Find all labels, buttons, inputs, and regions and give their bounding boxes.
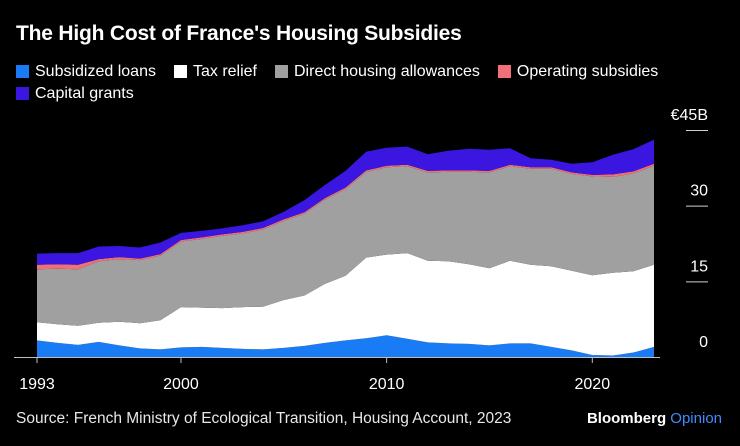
legend-label-tax-relief: Tax relief <box>192 62 257 80</box>
area-tax-relief <box>37 253 654 356</box>
chart-title: The High Cost of France's Housing Subsid… <box>16 22 462 45</box>
legend-item-subsidized-loans: Subsidized loans <box>16 62 156 81</box>
x-tick-label-2020: 2020 <box>575 376 611 393</box>
legend-label-operating: Operating subsidies <box>516 62 659 80</box>
area-direct-housing <box>37 165 654 326</box>
x-tick-label-2000: 2000 <box>163 376 199 393</box>
legend-swatch-operating <box>497 65 511 78</box>
legend-item-capital: Capital grants <box>16 84 134 103</box>
area-capital <box>37 139 654 265</box>
legend-swatch-tax-relief <box>173 65 187 78</box>
y-tick-label-15: 15 <box>690 258 708 275</box>
brand-suffix: Opinion <box>670 410 722 427</box>
brand-logo: Bloomberg Opinion <box>587 410 722 427</box>
legend-swatch-direct-housing <box>275 65 288 78</box>
y-tick-label-0: 0 <box>699 334 708 351</box>
x-tick-label-1993: 1993 <box>19 376 55 393</box>
area-subsidized-loans <box>37 335 654 357</box>
brand-name: Bloomberg <box>586 410 667 427</box>
legend-item-operating: Operating subsidies <box>497 62 659 81</box>
legend-label-capital: Capital grants <box>35 84 134 102</box>
legend-swatch-subsidized-loans <box>16 65 29 78</box>
legend-label-subsidized-loans: Subsidized loans <box>35 62 156 80</box>
legend-item-direct-housing: Direct housing allowances <box>275 62 480 81</box>
source-note: Source: French Ministry of Ecological Tr… <box>16 410 512 427</box>
y-tick-label-45: €45B <box>671 107 708 124</box>
legend: Subsidized loans Tax relief Direct housi… <box>16 62 726 103</box>
legend-item-tax-relief: Tax relief <box>173 62 257 81</box>
y-tick-label-30: 30 <box>690 183 708 200</box>
legend-swatch-capital <box>16 87 29 100</box>
x-tick-label-2010: 2010 <box>369 376 405 393</box>
legend-label-direct-housing: Direct housing allowances <box>294 62 480 80</box>
